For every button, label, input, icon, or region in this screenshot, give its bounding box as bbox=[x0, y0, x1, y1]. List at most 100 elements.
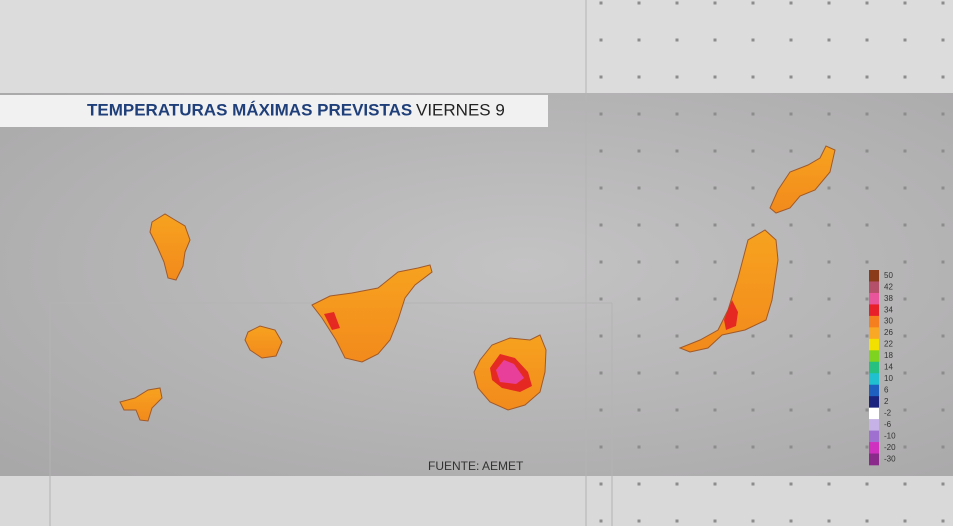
grid-dot bbox=[865, 149, 869, 153]
legend-swatch bbox=[869, 361, 879, 374]
legend-label: 14 bbox=[884, 363, 893, 372]
grid-dot bbox=[675, 223, 679, 227]
grid-dot bbox=[941, 334, 945, 338]
legend-label: 18 bbox=[884, 351, 893, 360]
day: VIERNES 9 bbox=[416, 100, 505, 119]
grid-dot bbox=[675, 1, 679, 5]
legend-swatch bbox=[869, 419, 879, 431]
grid-dot bbox=[713, 1, 717, 5]
grid-dot bbox=[903, 482, 907, 486]
title-bar bbox=[0, 95, 548, 127]
grid-dot bbox=[827, 482, 831, 486]
title: TEMPERATURAS MÁXIMAS PREVISTAS bbox=[87, 100, 412, 119]
grid-dot bbox=[827, 112, 831, 116]
legend-label: 22 bbox=[884, 340, 893, 349]
grid-dot bbox=[713, 260, 717, 264]
grid-dot bbox=[827, 371, 831, 375]
legend-swatch bbox=[869, 270, 879, 282]
grid-dot bbox=[941, 149, 945, 153]
grid-dot bbox=[941, 297, 945, 301]
grid-dot bbox=[903, 260, 907, 264]
grid-dot bbox=[751, 445, 755, 449]
grid-dot bbox=[637, 482, 641, 486]
grid-dot bbox=[865, 482, 869, 486]
grid-dot bbox=[713, 149, 717, 153]
legend-swatch bbox=[869, 292, 879, 305]
grid-dot bbox=[865, 260, 869, 264]
grid-dot bbox=[789, 75, 793, 79]
grid-dot bbox=[637, 186, 641, 190]
grid-dot bbox=[903, 1, 907, 5]
grid-dot bbox=[865, 297, 869, 301]
grid-dot bbox=[713, 186, 717, 190]
very-hot-spot bbox=[496, 360, 524, 384]
grid-dot bbox=[903, 371, 907, 375]
grid-dot bbox=[599, 519, 603, 523]
islands bbox=[119, 145, 836, 422]
legend-label: -10 bbox=[884, 431, 896, 440]
legend-swatch bbox=[869, 281, 879, 294]
grid-dot bbox=[599, 75, 603, 79]
grid-dot bbox=[637, 260, 641, 264]
grid-dot bbox=[713, 112, 717, 116]
grid-dot bbox=[599, 1, 603, 5]
background-bottom bbox=[0, 476, 953, 526]
legend-label: -2 bbox=[884, 408, 892, 417]
legend-label: 10 bbox=[884, 374, 893, 383]
grid-dot bbox=[827, 75, 831, 79]
grid-dot bbox=[865, 112, 869, 116]
grid-dot bbox=[675, 445, 679, 449]
grid-dot bbox=[903, 519, 907, 523]
grid-dot bbox=[599, 149, 603, 153]
grid-dot bbox=[599, 297, 603, 301]
grid-dot bbox=[637, 334, 641, 338]
legend-swatch bbox=[869, 315, 879, 328]
grid-dot bbox=[751, 223, 755, 227]
grid-dot bbox=[827, 260, 831, 264]
grid-dot bbox=[941, 38, 945, 42]
grid-dot bbox=[637, 112, 641, 116]
legend-label: 50 bbox=[884, 271, 893, 280]
grid-dot bbox=[675, 75, 679, 79]
grid-dot bbox=[903, 445, 907, 449]
grid-dot bbox=[637, 297, 641, 301]
grid-dot bbox=[713, 223, 717, 227]
grid-dot bbox=[599, 482, 603, 486]
grid-dot bbox=[751, 75, 755, 79]
grid-dot bbox=[637, 149, 641, 153]
grid-dot bbox=[675, 371, 679, 375]
grid-dot bbox=[789, 482, 793, 486]
grid bbox=[49, 0, 613, 526]
legend-swatch bbox=[869, 350, 879, 363]
grid-dot bbox=[675, 186, 679, 190]
grid-dot bbox=[827, 519, 831, 523]
el-hierro bbox=[119, 387, 163, 422]
grid-dot bbox=[675, 297, 679, 301]
grid-dot bbox=[827, 297, 831, 301]
background-map bbox=[0, 93, 953, 476]
grid-dot bbox=[789, 1, 793, 5]
grid-dot bbox=[713, 519, 717, 523]
legend-label: 26 bbox=[884, 328, 893, 337]
la-gomera bbox=[244, 325, 283, 359]
grid-dot bbox=[713, 445, 717, 449]
grid-dot bbox=[675, 408, 679, 412]
grid-dot bbox=[675, 149, 679, 153]
legend-swatch bbox=[869, 396, 879, 408]
grid-dot bbox=[827, 334, 831, 338]
legend: 50 42 38 34 30 26 22 18 14 10 6 2 -2 -6 -10 -20 -30 bbox=[869, 270, 896, 466]
grid-dot bbox=[675, 334, 679, 338]
grid-dot bbox=[789, 371, 793, 375]
grid-dot bbox=[675, 482, 679, 486]
grid-dot bbox=[865, 519, 869, 523]
grid-dot bbox=[599, 112, 603, 116]
grid-dot bbox=[789, 260, 793, 264]
grid-dot bbox=[941, 445, 945, 449]
grid-dot bbox=[941, 186, 945, 190]
grid-dot bbox=[751, 1, 755, 5]
grid-dot bbox=[599, 408, 603, 412]
grid-dot bbox=[941, 519, 945, 523]
grid-dot bbox=[751, 112, 755, 116]
grid-dot bbox=[941, 112, 945, 116]
legend-swatch bbox=[869, 430, 879, 443]
